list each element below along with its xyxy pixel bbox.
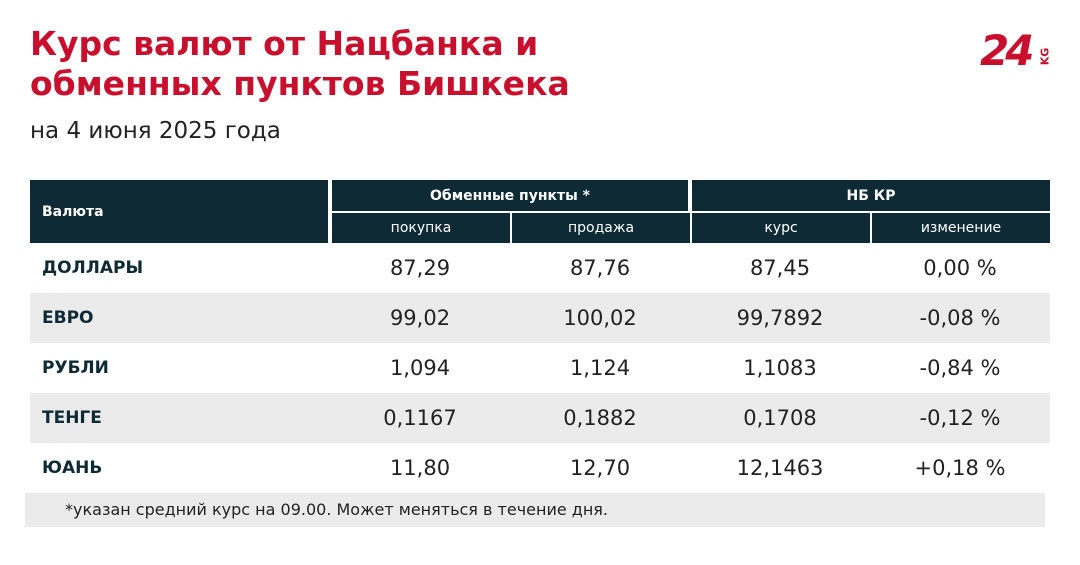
value-cell: 0,00 %: [923, 256, 997, 280]
title-line: обменных пунктов Бишкека: [30, 64, 570, 103]
footnote: *указан средний курс на 09.00. Может мен…: [25, 493, 1045, 527]
value-cell: -0,08 %: [919, 306, 1001, 330]
row-bg: [30, 393, 1050, 443]
currency-name: ЕВРО: [42, 308, 94, 328]
logo-suffix: KG: [1038, 47, 1052, 66]
value-cell: 100,02: [563, 306, 637, 330]
value-cell: +0,18 %: [914, 456, 1006, 480]
value-cell: 1,1083: [743, 356, 817, 380]
value-cell: 99,02: [389, 306, 451, 330]
value-cell: 0,1882: [563, 406, 637, 430]
value-cell: 0,1708: [743, 406, 817, 430]
subheader-cell: курс: [692, 213, 870, 243]
currency-name: ТЕНГЕ: [42, 408, 102, 428]
value-cell: 87,45: [749, 256, 811, 280]
value-cell: 1,094: [389, 356, 451, 380]
value-cell: -0,12 %: [919, 406, 1001, 430]
row-bg: [30, 243, 1050, 293]
title-line: Курс валют от Нацбанка и: [30, 24, 539, 63]
row-bg: [30, 443, 1050, 493]
row-bg: [30, 343, 1050, 393]
currency-name: ЮАНЬ: [42, 458, 103, 478]
value-cell: 87,29: [389, 256, 451, 280]
value-cell: -0,84 %: [919, 356, 1001, 380]
subheader-cell: изменение: [872, 213, 1050, 243]
subheader-cell: продажа: [512, 213, 690, 243]
currency-name: ДОЛЛАРЫ: [42, 258, 144, 278]
header-group: Обменные пункты *: [332, 180, 688, 211]
currency-name: РУБЛИ: [42, 358, 109, 378]
value-cell: 87,76: [569, 256, 631, 280]
subtitle: на 4 июня 2025 года: [30, 118, 281, 144]
logo: 24: [980, 26, 1034, 75]
value-cell: 1,124: [569, 356, 631, 380]
value-cell: 0,1167: [383, 406, 457, 430]
header-group: НБ КР: [692, 180, 1050, 211]
subheader-cell: покупка: [332, 213, 510, 243]
value-cell: 11,80: [389, 456, 451, 480]
value-cell: 12,1463: [736, 456, 824, 480]
row-bg: [30, 293, 1050, 343]
value-cell: 99,7892: [736, 306, 824, 330]
header-cell: Валюта: [30, 180, 328, 243]
value-cell: 12,70: [569, 456, 631, 480]
